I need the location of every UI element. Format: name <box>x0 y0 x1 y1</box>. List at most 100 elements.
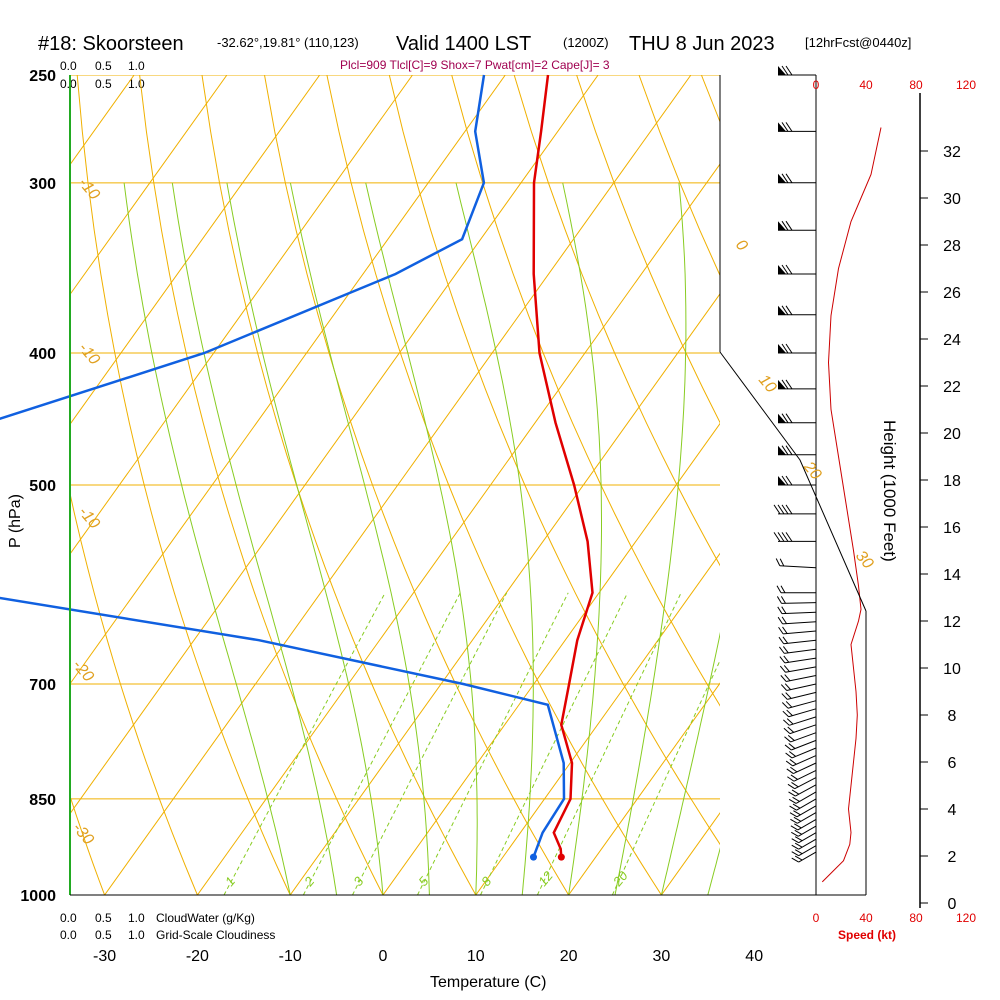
wind-barb-feather <box>785 413 793 423</box>
wind-barb-staff <box>797 825 817 837</box>
chart-title-station: #18: Skoorsteen <box>38 33 184 55</box>
wind-barb <box>781 691 817 700</box>
wind-barb-staff <box>781 602 817 604</box>
wind-barb-flag <box>778 122 786 132</box>
moist-adiabat <box>123 182 291 895</box>
temperature-tick-label: 30 <box>653 948 671 965</box>
isotherm-line <box>70 75 413 555</box>
wind-barb <box>784 739 817 751</box>
wind-barb-feather <box>792 796 800 802</box>
wind-barb-feather <box>785 305 793 316</box>
wind-barb-staff <box>779 565 817 569</box>
wind-barb-feather <box>783 665 790 672</box>
wind-barb-feather <box>790 818 798 824</box>
wind-barb-feather <box>782 646 789 654</box>
wind-barb-feather <box>785 692 792 699</box>
wind-barb-feather <box>794 829 802 835</box>
wind-barb-staff <box>789 724 817 735</box>
wind-barb <box>778 445 816 456</box>
wind-barb <box>773 504 816 515</box>
wind-barb <box>778 264 816 275</box>
wind-barb-flag <box>778 476 786 485</box>
wind-barb-feather <box>791 789 800 795</box>
wind-barb-flag <box>778 173 786 183</box>
wind-barb <box>779 655 817 664</box>
wind-barb-feather <box>781 445 789 455</box>
wind-barb-feather <box>773 532 781 542</box>
wind-barb-feather <box>781 532 789 542</box>
wind-barb-feather <box>781 475 789 486</box>
wind-barb-feather <box>789 759 797 765</box>
speed-tick-label: 0 <box>813 911 820 925</box>
wind-barb-staff <box>798 832 817 844</box>
wind-barb <box>780 674 817 682</box>
wind-barb-staff <box>789 716 817 726</box>
moist-adiabat <box>365 182 478 895</box>
wind-barb-flag <box>778 265 786 274</box>
temperature-tick-label: 20 <box>560 948 578 965</box>
wind-barb <box>785 747 817 759</box>
wind-barb <box>776 596 817 604</box>
wind-barb-staff <box>792 755 817 767</box>
mixing-ratio-label: 1 <box>222 874 238 889</box>
isotherm-line <box>475 552 720 895</box>
wind-barb-feather <box>792 803 801 809</box>
height-axis-title: Height (1000 Feet) <box>880 420 899 562</box>
speed-tick-label: 0 <box>813 78 820 92</box>
wind-barb-feather <box>781 343 789 354</box>
wind-barb <box>778 379 816 390</box>
wind-barb <box>790 818 817 831</box>
wind-barb-flag <box>778 413 786 423</box>
wind-barb-feather <box>780 585 786 594</box>
wind-barb-feather <box>785 504 793 515</box>
dry-adiabat <box>70 491 198 895</box>
wind-barb <box>778 305 816 316</box>
isotherm-label: -10 <box>75 340 103 369</box>
isotherm-line <box>382 422 720 895</box>
wind-barb-feather <box>780 596 786 604</box>
speed-tick-label: 80 <box>909 911 923 925</box>
wind-barb-feather <box>781 264 789 275</box>
height-tick-label: 28 <box>943 238 961 255</box>
cloud-scale-top-label: 0.0 <box>60 59 77 73</box>
wind-barb-feather <box>778 636 785 645</box>
isotherm-label: -20 <box>69 657 97 686</box>
wind-barb <box>791 825 817 837</box>
wind-barb-feather <box>785 343 793 354</box>
wind-barb-staff <box>791 739 817 751</box>
wind-barb <box>778 636 817 645</box>
wind-barb <box>787 769 817 782</box>
surface-temperature-point <box>557 853 565 861</box>
wind-barb-feather <box>793 816 802 822</box>
chart-title-date: THU 8 Jun 2023 <box>629 33 775 55</box>
wind-barb-feather <box>781 616 787 624</box>
wind-barb-feather <box>785 65 793 76</box>
wind-barb-feather <box>786 709 793 717</box>
mixing-ratio-label: 3 <box>350 873 367 889</box>
wind-barb-staff <box>782 621 817 625</box>
dewpoint-trace <box>0 74 566 858</box>
wind-barb-staff <box>791 747 817 759</box>
isotherm-line <box>196 163 720 895</box>
wind-barb <box>791 851 817 863</box>
wind-barb-feather <box>782 710 789 718</box>
temperature-tick-label: 0 <box>379 948 388 965</box>
wind-barb-feather <box>776 585 782 594</box>
pressure-tick-label: 400 <box>29 346 56 363</box>
wind-barb-staff <box>782 611 817 615</box>
wind-barb-feather <box>788 798 797 804</box>
wind-barb <box>781 700 817 709</box>
mixing-ratio-line <box>536 592 682 895</box>
wind-barb <box>778 413 816 424</box>
isotherm-line <box>70 75 506 685</box>
wind-barb <box>783 724 817 735</box>
height-tick-label: 10 <box>943 661 961 678</box>
height-tick-label: 20 <box>943 426 961 443</box>
wind-barb-feather <box>791 831 799 837</box>
wind-barb <box>775 558 817 569</box>
wind-barb-feather <box>781 305 789 316</box>
wind-barb-staff <box>786 683 817 691</box>
wind-barb-feather <box>790 766 798 773</box>
wind-barb <box>778 475 816 486</box>
moist-adiabat <box>171 182 338 895</box>
